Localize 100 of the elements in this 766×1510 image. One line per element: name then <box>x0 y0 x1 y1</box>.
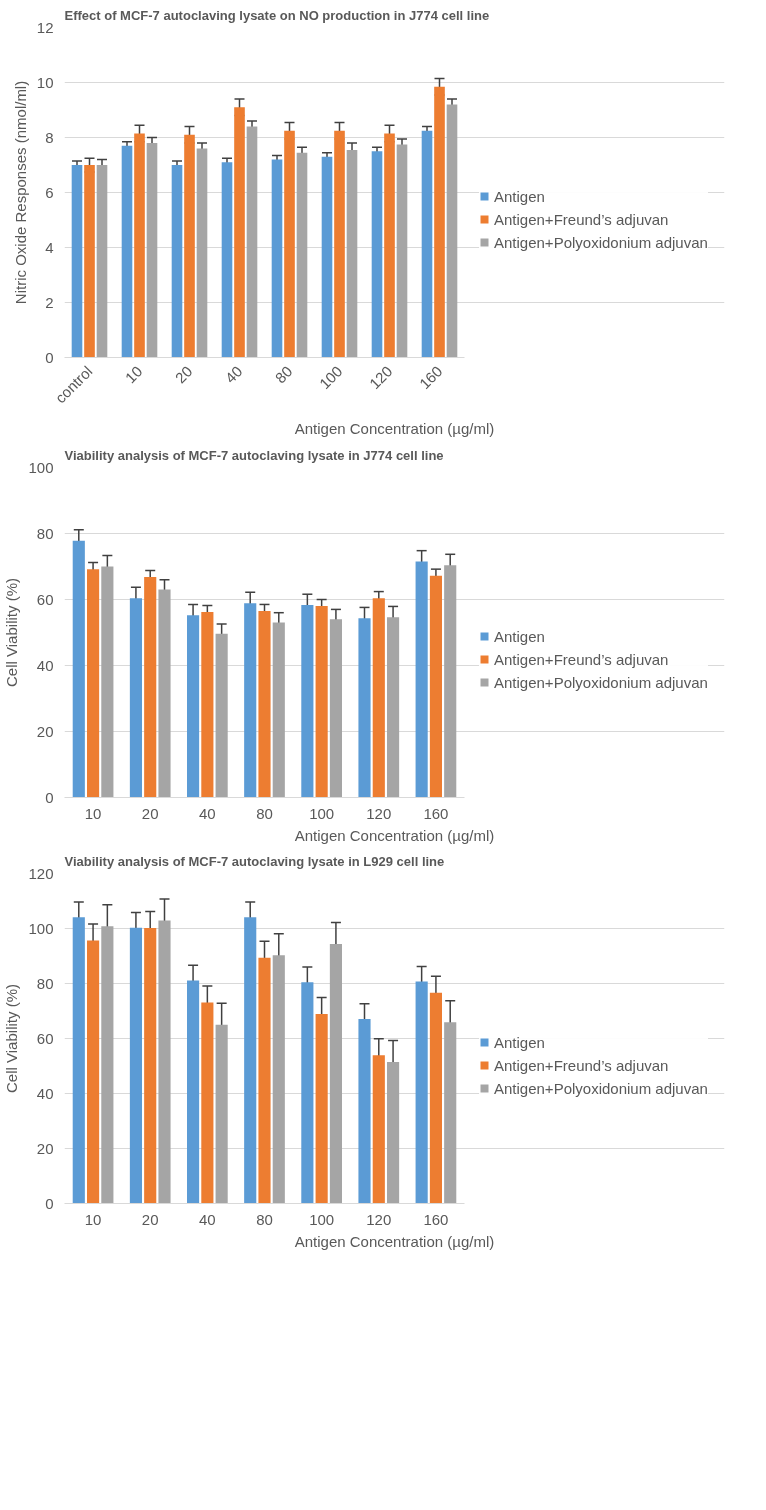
chart-title: Effect of MCF-7 autoclaving lysate on NO production in J774 cell line <box>64 7 490 23</box>
bar <box>121 145 133 358</box>
bar <box>415 561 428 798</box>
bar <box>234 107 245 358</box>
bar <box>158 589 171 798</box>
bar <box>244 603 257 798</box>
x-tick-label: 160 <box>423 1210 449 1228</box>
bar <box>171 165 183 358</box>
bar <box>296 152 308 358</box>
legend-label: Antigen+Polyoxidonium adjuvan <box>494 672 708 692</box>
bar <box>421 130 433 358</box>
y-tick-label: 60 <box>36 1029 54 1047</box>
x-tick-label: 160 <box>423 804 449 822</box>
x-tick-label: 10 <box>121 362 146 387</box>
bar <box>221 162 233 358</box>
y-tick-label: 6 <box>45 183 54 201</box>
legend-label: Antigen <box>494 186 545 206</box>
bar <box>387 1061 400 1204</box>
x-tick-label: 10 <box>84 804 102 822</box>
bar <box>444 1022 457 1204</box>
bar <box>87 940 100 1204</box>
x-tick-label: 120 <box>366 804 392 822</box>
bar <box>372 598 385 798</box>
bar <box>84 165 95 358</box>
bar <box>346 149 358 358</box>
legend-label: Antigen+Freund’s adjuvan <box>494 209 669 229</box>
bar <box>301 982 314 1204</box>
bar <box>158 920 171 1204</box>
bar <box>315 1014 328 1204</box>
x-axis-title: Antigen Concentration (µg/ml) <box>294 1232 495 1250</box>
x-tick-label: 160 <box>415 362 446 393</box>
bar <box>96 165 108 358</box>
y-tick-label: 80 <box>36 524 54 542</box>
y-tick-label: 80 <box>36 974 54 992</box>
bar <box>184 134 195 358</box>
legend-label: Antigen+Freund’s adjuvan <box>494 649 669 669</box>
x-tick-label: 20 <box>141 1210 159 1228</box>
legend-label: Antigen <box>494 626 545 646</box>
bar <box>129 598 142 798</box>
bar <box>329 619 342 798</box>
bar <box>284 130 295 358</box>
x-tick-label: 80 <box>256 1210 273 1228</box>
y-tick-label: 100 <box>28 458 54 476</box>
legend-label: Antigen+Freund’s adjuvan <box>494 1055 669 1075</box>
y-tick-label: 0 <box>45 788 54 806</box>
bar <box>72 917 85 1204</box>
bar <box>321 156 333 358</box>
bar <box>396 144 408 358</box>
x-tick-label: 120 <box>365 362 396 393</box>
bar <box>334 130 345 358</box>
bar <box>215 633 228 798</box>
bar <box>129 927 142 1204</box>
x-tick-label: 10 <box>84 1210 102 1228</box>
bar <box>429 992 442 1204</box>
y-axis-title: Nitric Oxide Responses (nmol/ml) <box>11 80 29 305</box>
y-tick-label: 10 <box>36 73 54 91</box>
x-tick-label: 20 <box>171 362 196 387</box>
bar <box>446 104 458 358</box>
x-tick-label: 40 <box>221 362 246 387</box>
bar <box>358 1018 371 1204</box>
y-tick-label: 60 <box>36 590 54 608</box>
bar <box>415 981 428 1204</box>
bar <box>444 565 457 798</box>
y-tick-label: 20 <box>36 722 54 740</box>
bar <box>371 151 383 358</box>
bar <box>72 540 85 798</box>
y-tick-label: 12 <box>36 18 54 36</box>
bar <box>201 1002 214 1204</box>
y-axis-title: Cell Viability (%) <box>3 578 21 687</box>
bar <box>144 577 157 798</box>
bar <box>101 566 114 798</box>
bar <box>315 606 328 798</box>
x-tick-label: 120 <box>366 1210 392 1228</box>
x-axis-title: Antigen Concentration (µg/ml) <box>294 826 495 844</box>
legend-label: Antigen+Polyoxidonium adjuvan <box>494 1078 708 1098</box>
bar <box>272 955 285 1204</box>
bar <box>187 980 200 1204</box>
y-tick-label: 8 <box>45 128 54 146</box>
x-tick-label: 80 <box>271 362 296 387</box>
bar <box>144 927 157 1204</box>
y-tick-label: 100 <box>28 919 54 937</box>
x-tick-label: 40 <box>199 804 216 822</box>
legend-label: Antigen+Polyoxidonium adjuvan <box>494 232 708 252</box>
chart-title: Viability analysis of MCF-7 autoclaving lysate in J774 cell line <box>64 447 444 463</box>
bar <box>272 622 285 798</box>
bar <box>329 943 342 1204</box>
x-tick-label: 100 <box>309 1210 335 1228</box>
x-axis-title: Antigen Concentration (µg/ml) <box>294 420 495 438</box>
bar <box>387 617 400 798</box>
y-tick-label: 40 <box>36 1084 54 1102</box>
y-tick-label: 40 <box>36 656 54 674</box>
bar <box>196 148 208 358</box>
bar <box>134 133 145 358</box>
bar <box>429 575 442 798</box>
bar <box>215 1024 228 1204</box>
y-axis-title: Cell Viability (%) <box>3 984 21 1093</box>
bar <box>246 126 258 358</box>
legend-label: Antigen <box>494 1032 545 1052</box>
y-tick-label: 20 <box>36 1139 54 1157</box>
bar <box>372 1055 385 1204</box>
